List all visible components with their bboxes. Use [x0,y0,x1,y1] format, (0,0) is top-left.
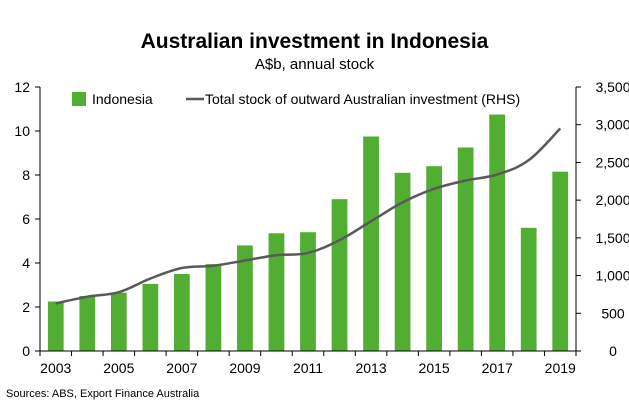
bar-2003 [47,301,64,351]
x-tick-label: 2019 [545,360,576,376]
line-series-total-outward-investment [55,127,562,305]
x-tick-label: 2009 [229,360,260,376]
bar-2014 [394,172,411,351]
y-left-tick-label: 10 [14,123,30,139]
bar-2007 [174,274,190,351]
x-tick-label: 2005 [103,360,134,376]
bar-2012 [331,199,348,351]
x-tick-label: 2013 [355,360,386,376]
y-right-tick-label: 500 [601,305,625,321]
bar-2008 [205,264,222,351]
y-right-tick-label: 1,500 [595,230,629,246]
chart-subtitle: A$b, annual stock [254,56,375,73]
axes: 0 2 4 6 8 10 12 0 500 1,000 1,500 2,000 2,500 3,000 3,… [14,79,629,376]
bar-2019 [552,171,569,351]
legend-label-indonesia: Indonesia [92,91,153,107]
x-tick-label: 2007 [166,360,197,376]
bar-2013 [363,136,379,351]
bar-2016 [457,147,474,351]
y-left-tick-label: 4 [22,255,30,271]
bar-2006 [142,283,159,351]
bar-2004 [79,296,96,351]
legend: Indonesia Total stock of outward Austral… [72,91,520,107]
legend-label-total-stock: Total stock of outward Australian invest… [205,91,520,107]
y-right-tick-label: 3,500 [595,79,629,95]
y-right-tick-label: 2,000 [595,192,629,208]
bar-2015 [426,166,442,351]
chart-title: Australian investment in Indonesia [140,30,489,53]
bar-series [47,114,569,351]
x-tick-label: 2003 [40,360,71,376]
y-left-tick-label: 2 [22,299,30,315]
y-right-tick-label: 0 [609,343,617,359]
y-right-tick-label: 2,500 [595,154,629,170]
legend-swatch-indonesia [72,92,86,106]
y-left-tick-label: 12 [14,79,30,95]
y-left-tick-label: 8 [22,167,30,183]
bar-2017 [489,114,506,351]
y-left-tick-label: 0 [22,343,30,359]
bar-2010 [268,233,285,351]
bar-2009 [237,245,253,351]
bar-2005 [110,292,127,351]
chart-source: Sources: ABS, Export Finance Australia [6,388,200,400]
x-tick-label: 2015 [419,360,450,376]
bar-2018 [520,227,537,351]
y-right-tick-label: 3,000 [595,117,629,133]
x-tick-label: 2017 [482,360,513,376]
y-left-tick-label: 6 [22,211,30,227]
x-tick-label: 2011 [293,360,323,376]
y-right-tick-label: 1,000 [595,268,629,284]
bar-2011 [300,232,316,351]
